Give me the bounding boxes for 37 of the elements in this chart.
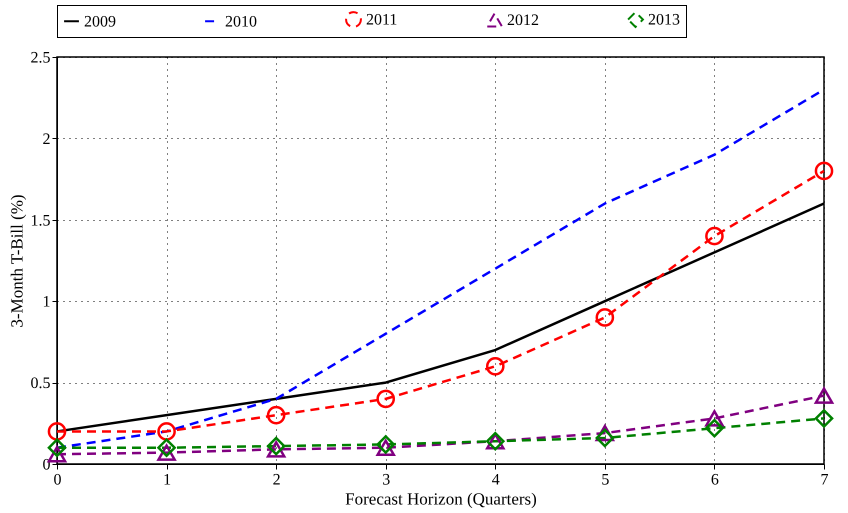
x-tick-label: 2 — [272, 472, 281, 488]
legend-label: 2009 — [84, 13, 116, 30]
x-tick-label: 3 — [382, 472, 390, 488]
point — [48, 438, 66, 458]
x-tick-label: 4 — [492, 472, 500, 488]
x-axis-title: Forecast Horizon (Quarters) — [345, 490, 537, 508]
y-tick-label: 0.5 — [30, 375, 50, 392]
legend-label: 2013 — [648, 12, 680, 29]
point — [376, 435, 396, 454]
point — [814, 409, 834, 428]
point — [266, 441, 286, 458]
point — [266, 406, 286, 424]
point — [266, 436, 286, 456]
x-tick-label: 6 — [710, 472, 719, 488]
x-tick-label: 0 — [54, 472, 62, 488]
point — [48, 422, 66, 441]
legend-label: 2010 — [225, 13, 257, 30]
y-axis-title: 3-Month T-Bill (%) — [8, 194, 26, 328]
point — [157, 422, 176, 441]
point — [814, 387, 834, 404]
y-tick-label: 1 — [42, 294, 50, 311]
point — [376, 390, 396, 408]
y-tick-label: 2.5 — [30, 50, 50, 66]
point — [705, 418, 724, 438]
x-tick-label: 5 — [601, 472, 610, 488]
y-tick-label: 2 — [42, 130, 50, 148]
x-tick-label: 7 — [820, 472, 828, 488]
legend-label: 2011 — [366, 12, 398, 29]
y-tick-label: 1.5 — [30, 212, 50, 230]
legend-label: 2012 — [507, 12, 539, 30]
point — [705, 226, 724, 246]
point — [814, 162, 834, 180]
point — [596, 308, 614, 327]
point — [596, 428, 614, 448]
point — [157, 438, 176, 458]
x-tick-label: 1 — [163, 472, 172, 488]
point — [486, 357, 505, 376]
